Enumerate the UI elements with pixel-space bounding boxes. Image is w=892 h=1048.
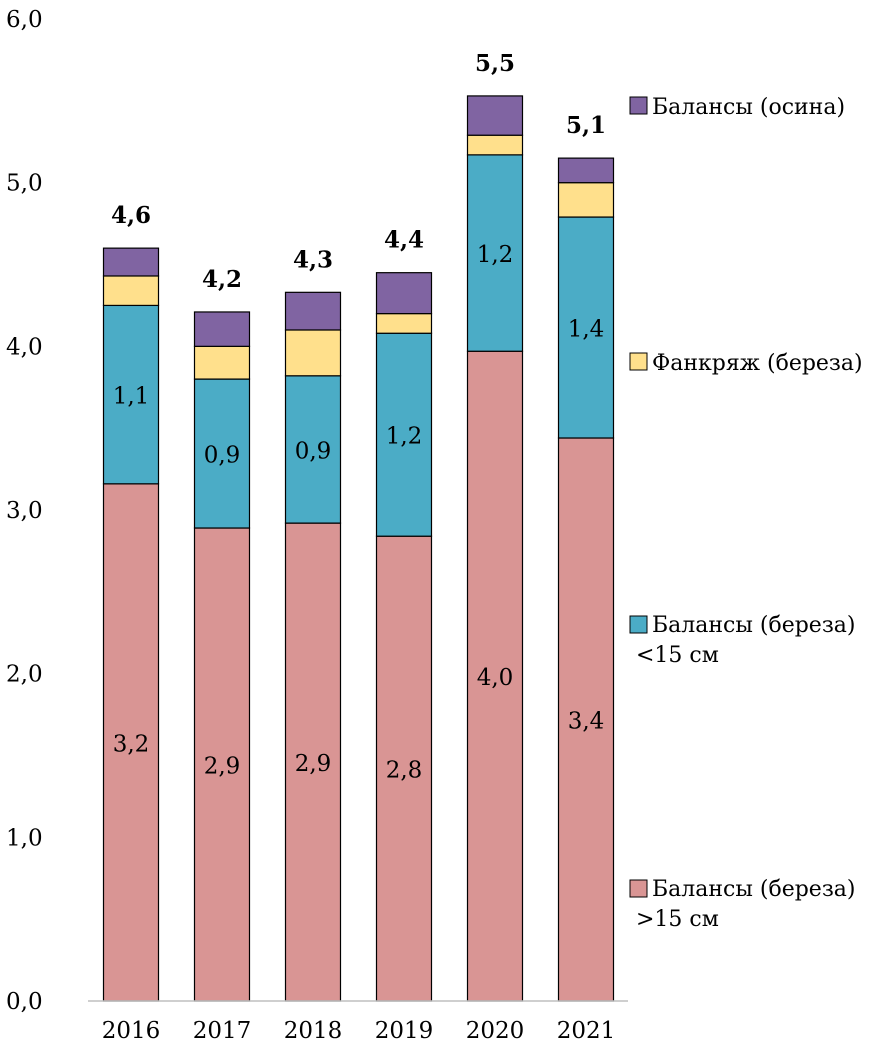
y-tick-label: 4,0 [6, 334, 43, 360]
bar-segment [284, 375, 342, 524]
legend-item: Балансы (береза) <15 см [629, 613, 856, 668]
bar-segment [102, 304, 160, 485]
bar-segment [193, 311, 251, 347]
data-label: 4,0 [477, 665, 514, 691]
total-label: 4,3 [293, 246, 333, 273]
data-label: 2,9 [295, 751, 332, 777]
x-tick-label: 2021 [557, 1018, 616, 1044]
bar-segment [466, 154, 524, 352]
legend-label: Балансы (береза) [652, 877, 856, 902]
data-label: 3,2 [113, 731, 150, 757]
data-label: 1,4 [568, 317, 605, 343]
data-label: 2,9 [204, 754, 241, 780]
legend-item: Балансы (осина) [629, 95, 845, 120]
y-tick-label: 2,0 [6, 662, 43, 688]
bars: 3,2 1,1 4,6 2,9 0,9 4,2 2,9 0,9 4,3 2,8 1,2 4,4 4,0 1… [102, 50, 615, 1002]
bar-segment [193, 345, 251, 380]
legend-swatch [629, 96, 648, 115]
bar-segment [284, 329, 342, 377]
x-tick-label: 2016 [102, 1018, 161, 1044]
legend-label: <15 см [636, 643, 719, 668]
bar-segment [557, 157, 615, 184]
legend-item: Балансы (береза) >15 см [629, 877, 856, 932]
data-label: 1,2 [386, 424, 423, 450]
bar-segment [284, 291, 342, 331]
data-label: 1,2 [477, 242, 514, 268]
x-tick-label: 2017 [193, 1018, 252, 1044]
data-label: 0,9 [204, 443, 241, 469]
bar-segment [375, 313, 433, 334]
data-label: 1,1 [113, 384, 150, 410]
y-tick-label: 5,0 [6, 171, 43, 197]
x-tick-label: 2018 [284, 1018, 343, 1044]
bar-segment [375, 332, 433, 537]
data-label: 2,8 [386, 758, 423, 784]
x-tick-label: 2019 [375, 1018, 434, 1044]
legend-label: Балансы (осина) [652, 95, 845, 120]
bar-segment [557, 182, 615, 218]
total-label: 4,6 [111, 202, 151, 229]
bar-segment [284, 522, 342, 1002]
legend-swatch [629, 352, 648, 371]
bar-segment [466, 95, 524, 136]
data-label: 3,4 [568, 708, 605, 734]
x-axis: 2016 2017 2018 2019 2020 2021 [88, 1000, 628, 1044]
bar-segment [557, 437, 615, 1002]
total-label: 4,2 [202, 266, 242, 293]
total-label: 5,1 [566, 112, 606, 139]
legend: Балансы (осина) Фанкряж (береза) Балансы (… [629, 95, 863, 932]
bar-segment [193, 378, 251, 529]
y-tick-label: 3,0 [6, 498, 43, 524]
total-label: 4,4 [384, 227, 424, 254]
bar-segment [557, 216, 615, 439]
x-tick-label: 2020 [466, 1018, 525, 1044]
legend-label: >15 см [636, 907, 719, 932]
bar-segment [102, 275, 160, 307]
y-tick-label: 1,0 [6, 825, 43, 851]
bar-segment [102, 483, 160, 1002]
legend-label: Фанкряж (береза) [652, 351, 863, 376]
y-axis: 0,0 1,0 2,0 3,0 4,0 5,0 6,0 [6, 7, 43, 1015]
total-label: 5,5 [475, 50, 515, 77]
legend-swatch [629, 615, 648, 634]
bar-segment [375, 272, 433, 315]
legend-item: Фанкряж (береза) [629, 351, 863, 376]
legend-swatch [629, 879, 648, 898]
bar-segment [466, 134, 524, 156]
legend-label: Балансы (береза) [652, 613, 856, 638]
y-tick-label: 6,0 [6, 7, 43, 33]
data-label: 0,9 [295, 438, 332, 464]
y-tick-label: 0,0 [6, 989, 43, 1015]
bar-segment [102, 247, 160, 277]
